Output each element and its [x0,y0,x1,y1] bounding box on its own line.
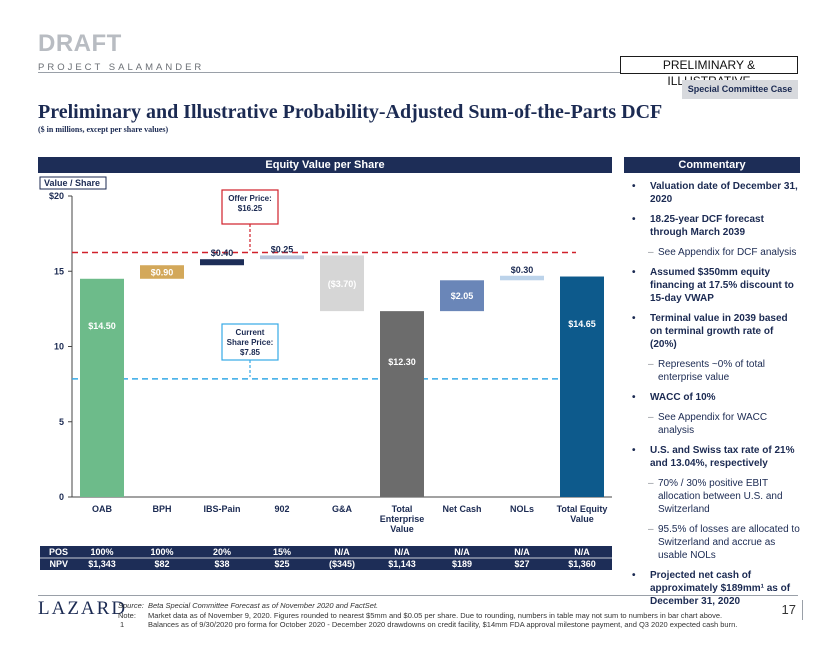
y-tick-label: 10 [54,342,64,352]
commentary-item: WACC of 10% [628,391,800,404]
special-committee-badge: Special Committee Case [682,80,798,99]
y-axis-label-box [39,176,107,190]
page-title: Preliminary and Illustrative Probability… [38,101,663,123]
table-cell: 15% [273,547,291,557]
bar-total-equity-value [560,276,604,497]
y-tick-label: 0 [59,492,64,502]
category-label: G&A [332,504,353,514]
bar-value-label: $14.65 [568,319,596,329]
category-label: 902 [274,504,289,514]
y-tick-label: 15 [54,266,64,276]
bar-value-label: $0.25 [271,244,294,254]
footnote-1-label: 1 [120,620,125,629]
bar-value-label: $0.30 [511,265,534,275]
header-rule [38,72,798,73]
category-label: OAB [92,504,113,514]
current-price-label: Current [236,328,265,337]
commentary-title: Commentary [624,157,800,173]
commentary-item: 70% / 30% positive EBIT allocation betwe… [628,477,800,516]
table-cell: $25 [274,559,289,569]
offer-price-callout [221,189,279,225]
category-label: Value [390,524,414,534]
table-cell: N/A [574,547,590,557]
category-label: NOLs [510,504,534,514]
commentary-item: Projected net cash of approximately $189… [628,569,800,608]
footnote-1-text: Balances as of 9/30/2020 pro forma for O… [148,620,738,629]
y-axis-label: Value / Share [44,178,100,188]
note-label: Note: [118,611,136,620]
commentary-item: Represents ~0% of total enterprise value [628,358,800,384]
table-cell: $1,360 [568,559,596,569]
table-cell: $27 [514,559,529,569]
table-row-label: NPV [49,559,68,569]
category-label: Net Cash [442,504,481,514]
current-price-callout [221,323,279,361]
project-name: PROJECT SALAMANDER [38,62,205,73]
table-row-npv [40,558,612,570]
bar-value-label: $0.90 [151,268,174,278]
bar-value-label: ($3.70) [328,279,357,289]
bar-bph [140,265,184,279]
note-text: Market data as of November 9, 2020. Figu… [148,611,723,620]
category-label: Value [570,514,594,524]
commentary-item: U.S. and Swiss tax rate of 21% and 13.04… [628,444,800,470]
commentary-item: Assumed $350mm equity financing at 17.5%… [628,266,800,305]
bar-902 [260,255,304,260]
y-tick-label: $20 [49,191,64,201]
category-label: IBS-Pain [203,504,240,514]
bar-net-cash [440,280,484,312]
y-tick-label: 5 [59,417,64,427]
bar-oab [80,278,124,497]
offer-price-label: $16.25 [238,204,263,213]
table-cell: ($345) [329,559,355,569]
source-label: Source: [118,601,144,610]
category-label: Enterprise [380,514,425,524]
commentary-list: Valuation date of December 31, 2020 18.25… [628,180,800,615]
page-number: 17 [781,602,796,617]
commentary-item: Terminal value in 2039 based on terminal… [628,312,800,351]
table-cell: $1,143 [388,559,416,569]
bar-value-label: $12.30 [388,357,416,367]
table-cell: N/A [454,547,470,557]
bar-value-label: $14.50 [88,321,116,331]
offer-price-label: Offer Price: [228,194,272,203]
category-label: Total Equity [557,504,608,514]
category-label: Total [392,504,413,514]
table-row-label: POS [49,547,68,557]
table-cell: $82 [154,559,169,569]
bar-g-a [320,255,364,312]
current-price-label: Share Price: [227,338,274,347]
commentary-item: See Appendix for DCF analysis [628,246,800,259]
table-cell: N/A [514,547,530,557]
table-cell: 100% [90,547,113,557]
commentary-item: See Appendix for WACC analysis [628,411,800,437]
bar-value-label: $0.40 [211,248,234,258]
chart-title: Equity Value per Share [38,157,612,173]
commentary-item: 95.5% of losses are allocated to Switzer… [628,523,800,562]
current-price-label: $7.85 [240,348,261,357]
bar-value-label: $2.05 [451,291,474,301]
table-cell: N/A [394,547,410,557]
commentary-item: 18.25-year DCF forecast through March 20… [628,213,800,239]
bar-total-enterprise-value [380,311,424,497]
table-cell: 100% [150,547,173,557]
bar-nols [500,275,544,281]
page-number-separator [802,600,803,620]
bar-ibs-pain [200,259,244,266]
lazard-logo: LAZARD [38,598,128,619]
table-row-pos [40,546,612,558]
footer-rule [38,595,798,596]
page-subtitle: ($ in millions, except per share values) [38,125,169,134]
draft-watermark: DRAFT [38,30,122,57]
table-cell: $38 [214,559,229,569]
category-label: BPH [152,504,171,514]
commentary-item: Valuation date of December 31, 2020 [628,180,800,206]
table-cell: $189 [452,559,472,569]
table-cell: N/A [334,547,350,557]
table-cell: 20% [213,547,231,557]
source-text: Beta Special Committee Forecast as of No… [148,601,379,610]
preliminary-badge: PRELIMINARY & ILLUSTRATIVE [620,56,798,88]
waterfall-chart: Value / Share 0 5 10 15 $20 $14.50 $0.90 $0.40 $0… [39,176,612,570]
table-cell: $1,343 [88,559,116,569]
